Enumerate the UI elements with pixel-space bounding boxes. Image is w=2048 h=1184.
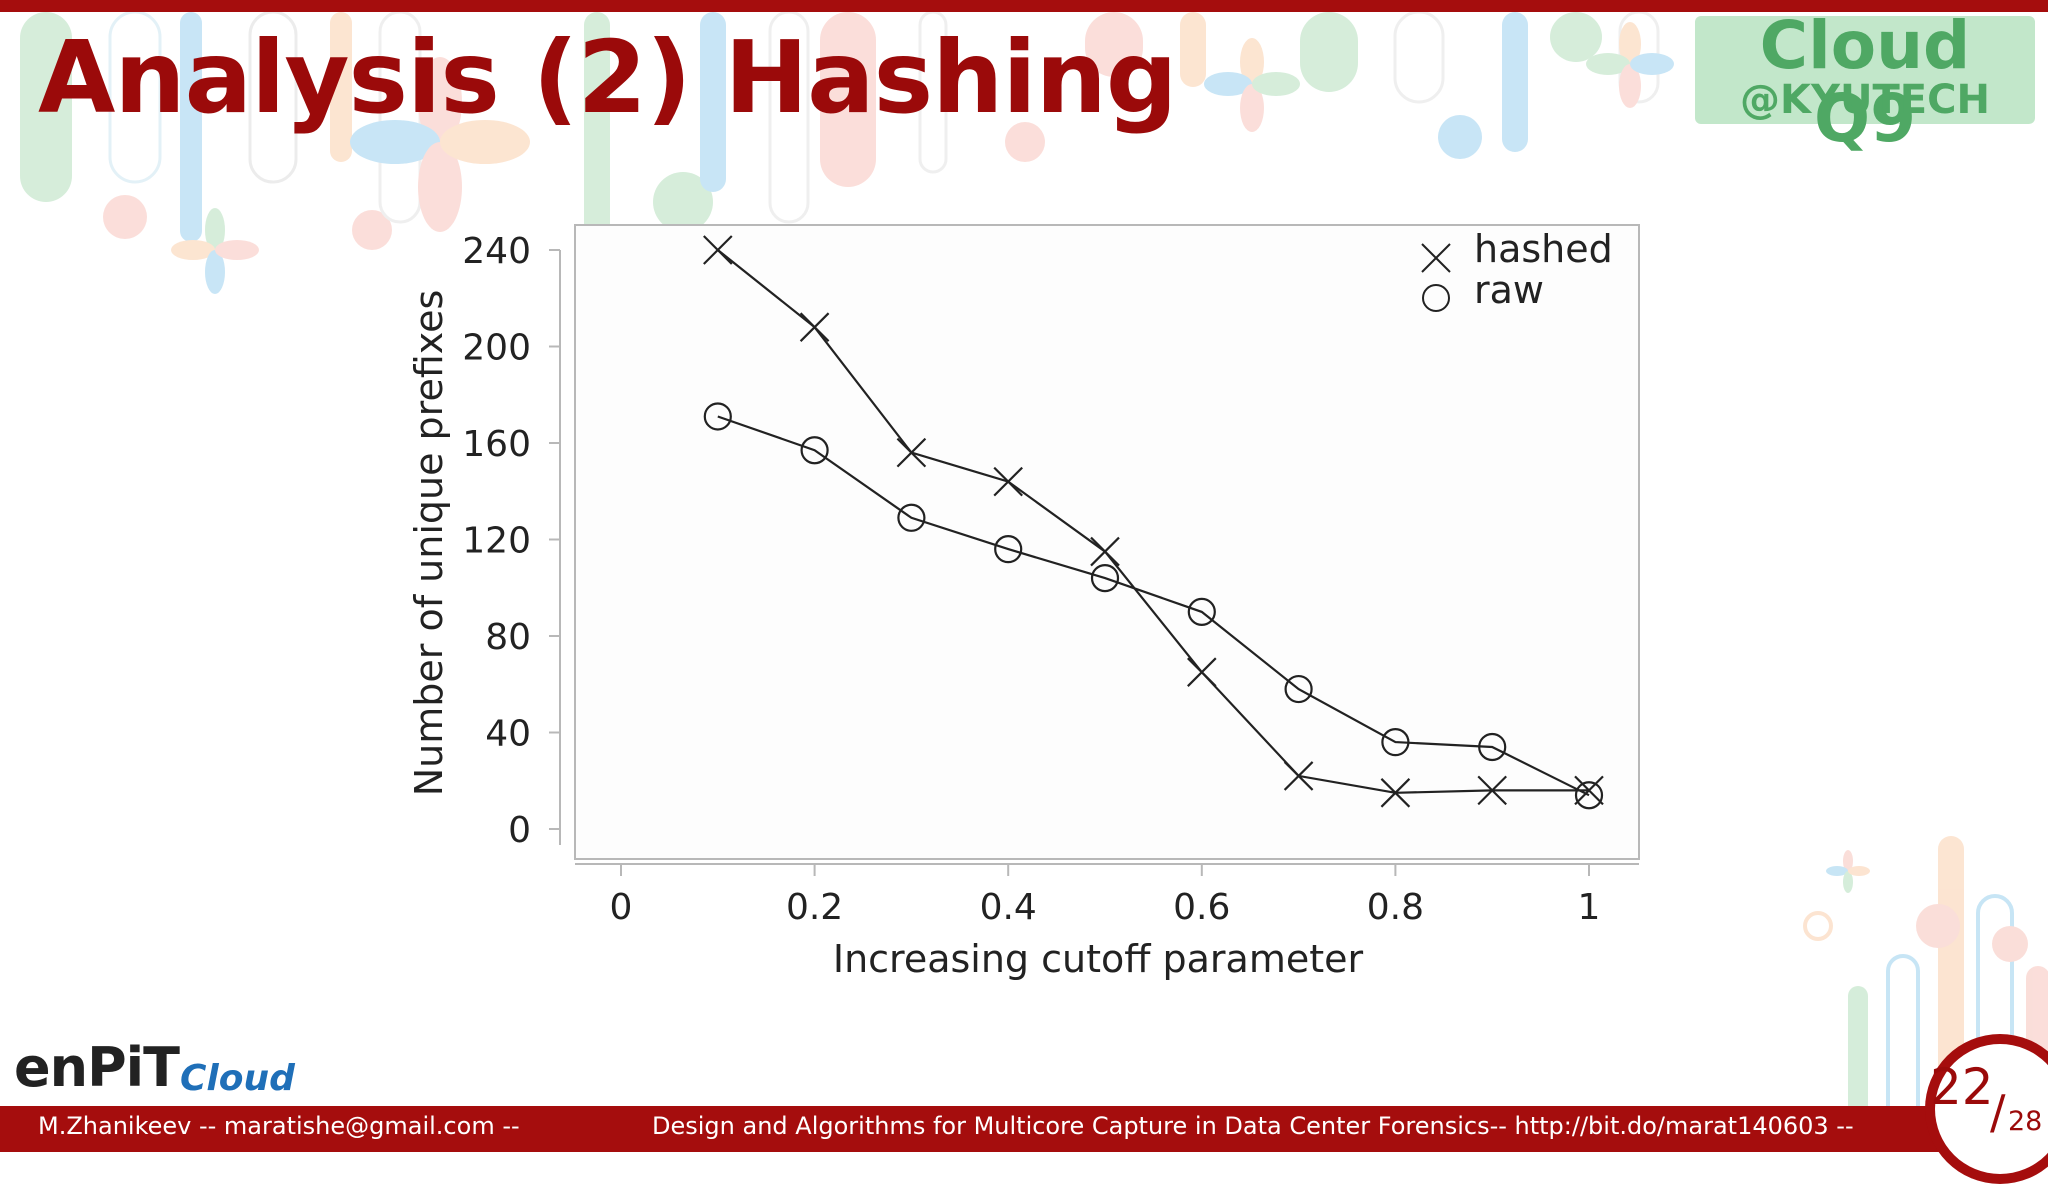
data-point-hashed: [1187, 657, 1217, 687]
page-number-current: 22: [1930, 1058, 1994, 1116]
legend-marker-hashed: [1421, 243, 1451, 273]
series-line-raw: [717, 415, 1590, 797]
y-axis-ticks: 0 40 80 120 160 200 240: [462, 231, 560, 851]
decorative-background-pattern: [20, 12, 1674, 294]
y-tick-label: 120: [462, 521, 531, 562]
data-point-raw: [1187, 597, 1216, 626]
data-point-hashed: [1283, 761, 1314, 791]
y-tick-label: 200: [462, 328, 531, 369]
footer-talk-title: Design and Algorithms for Multicore Capt…: [652, 1112, 1854, 1140]
y-tick-label: 240: [462, 231, 531, 272]
x-tick-label: 0.6: [1173, 887, 1230, 928]
x-tick-label: 0.2: [786, 887, 843, 928]
y-tick-label: 160: [462, 424, 531, 465]
cloud-q9-logo: Cloud Q9: [1759, 7, 1971, 157]
enpit-cloud-logo-text: Cloud: [180, 1058, 295, 1099]
data-point-raw: [1478, 732, 1507, 762]
enpit-logo: enPiT: [14, 1036, 180, 1099]
data-point-hashed: [1380, 778, 1411, 808]
data-point-raw: [703, 402, 732, 431]
x-axis-label: Increasing cutoff parameter: [833, 937, 1364, 981]
x-tick-label: 0.8: [1367, 887, 1424, 928]
data-point-raw: [1381, 728, 1410, 757]
legend: hashed raw: [1421, 227, 1613, 312]
x-tick-label: 0: [610, 887, 633, 928]
data-point-hashed: [1090, 536, 1120, 567]
page-number-separator: /: [1990, 1085, 2006, 1139]
data-point-raw: [1574, 781, 1604, 810]
series-layer: [703, 235, 1604, 810]
data-point-hashed: [799, 312, 830, 342]
footer-bar: [0, 1106, 2048, 1152]
data-point-hashed: [896, 437, 927, 468]
plot-frame: [574, 224, 1640, 860]
footer-author: M.Zhanikeev -- maratishe@gmail.com --: [38, 1112, 520, 1140]
y-tick-label: 40: [485, 714, 531, 755]
y-tick-label: 0: [508, 810, 531, 851]
data-point-raw: [1284, 674, 1313, 704]
legend-label-raw: raw: [1474, 268, 1544, 312]
cloud-q9-logo-background: [1695, 16, 2035, 124]
y-tick-label: 80: [485, 617, 531, 658]
legend-label-hashed: hashed: [1474, 227, 1613, 271]
x-tick-label: 1: [1578, 887, 1601, 928]
data-point-raw: [1090, 563, 1120, 593]
legend-marker-raw: [1422, 284, 1450, 312]
slide-title: Analysis (2) Hashing: [38, 19, 1177, 136]
data-point-hashed: [993, 466, 1023, 497]
data-point-hashed: [1574, 775, 1604, 806]
data-point-hashed: [1477, 775, 1507, 806]
data-point-raw: [994, 535, 1023, 564]
data-point-raw: [800, 436, 829, 465]
x-tick-label: 0.4: [980, 887, 1037, 928]
series-line-hashed: [717, 249, 1589, 794]
data-point-hashed: [703, 235, 733, 265]
line-chart: 0 40 80 120 160 200 240 0 0.2 0.4 0.6 0.8 1 Increas…: [407, 224, 1640, 981]
page-number-total: 28: [2008, 1106, 2043, 1137]
top-accent-bar: [0, 0, 2048, 12]
data-point-raw: [897, 503, 926, 532]
y-axis-label: Number of unique prefixes: [407, 290, 451, 797]
x-axis-ticks: 0 0.2 0.4 0.6 0.8 1: [610, 864, 1601, 928]
kyutech-logo-text: @KYUTECH: [1740, 77, 1990, 123]
